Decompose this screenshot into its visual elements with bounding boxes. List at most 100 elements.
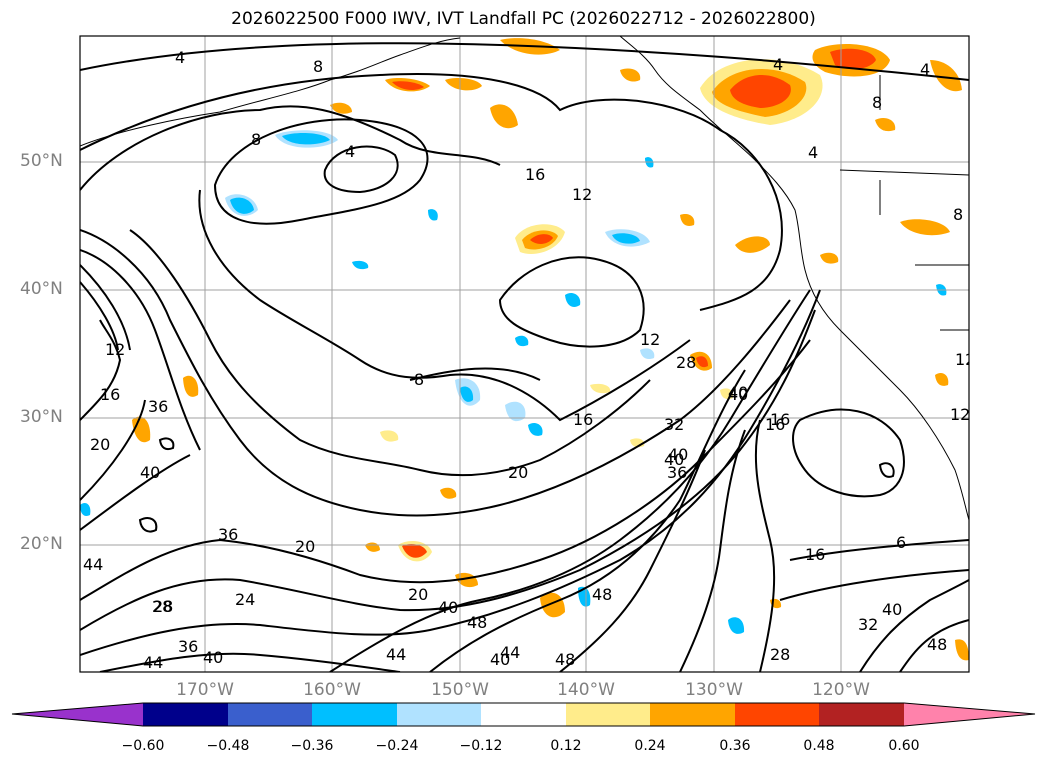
contour-line	[859, 579, 969, 672]
positive-blob	[392, 81, 424, 90]
contour-label: 36	[218, 525, 238, 544]
positive-blob	[490, 104, 518, 129]
colorbar-tick-label: −0.60	[121, 738, 165, 754]
contour-label: 6	[896, 533, 906, 552]
contour-label: 44	[143, 653, 163, 672]
map-frame	[79, 35, 970, 673]
positive-blob	[590, 383, 611, 394]
lat-label-50n: 50°N	[20, 151, 63, 171]
contour-label: 48	[592, 585, 612, 604]
contour-label: 36	[667, 463, 687, 482]
contour-line	[80, 289, 821, 656]
positive-blob	[730, 74, 791, 108]
contour-label: 20	[90, 435, 110, 454]
positive-blob	[380, 430, 399, 442]
contour-label: 12	[640, 330, 660, 349]
contour-line	[80, 73, 783, 311]
contour-line	[80, 249, 201, 451]
contour-label: 8	[414, 370, 424, 389]
contour-label: 40	[882, 600, 902, 619]
contour-line	[789, 539, 969, 561]
contour-label: 16	[100, 385, 120, 404]
contour-label: 44	[386, 645, 406, 664]
contour-line	[498, 256, 645, 348]
contour-line	[80, 399, 146, 501]
border-line	[839, 169, 969, 176]
contour-line	[878, 462, 895, 478]
negative-blob	[80, 503, 91, 516]
contour-label: 4	[175, 48, 185, 67]
contour-label: 48	[927, 635, 947, 654]
contour-label: 20	[408, 585, 428, 604]
colorbar-tick-label: −0.48	[206, 738, 250, 754]
contour-label: 28	[153, 597, 173, 616]
contour-label: 36	[178, 637, 198, 656]
positive-blob	[820, 252, 839, 264]
contour-line	[754, 419, 776, 672]
contour-label: 40	[140, 463, 160, 482]
positive-blob	[680, 214, 695, 226]
contour-label: 20	[508, 463, 528, 482]
contour-line	[329, 289, 811, 672]
positive-blob	[540, 592, 565, 618]
negative-blob	[728, 617, 745, 634]
contour-line	[129, 229, 651, 477]
lon-label-160w: 160°W	[303, 680, 361, 700]
negative-blob	[565, 293, 581, 307]
colorbar-tick-label: 0.60	[888, 738, 920, 754]
contour-line	[198, 189, 691, 422]
contour-label: 32	[664, 415, 684, 434]
positive-blob	[900, 219, 950, 236]
contour-label: 24	[235, 590, 255, 609]
contour-label: 28	[770, 645, 790, 664]
contour-label: 44	[500, 643, 520, 662]
lat-label-40n: 40°N	[20, 279, 63, 299]
contour-line	[679, 429, 746, 672]
positive-blob	[455, 572, 478, 588]
contour-label: 48	[467, 613, 487, 632]
contour-line	[323, 145, 399, 194]
colorbar-tick-label: 0.48	[803, 738, 835, 754]
positive-blob	[440, 487, 457, 499]
positive-blob	[735, 236, 770, 253]
contour-line	[80, 454, 191, 531]
contour-label: 4	[808, 143, 818, 162]
contour-label: 40	[438, 598, 458, 617]
lat-label-20n: 20°N	[20, 534, 63, 554]
positive-blob	[620, 68, 641, 82]
contour-line	[99, 652, 401, 672]
negative-blob	[640, 348, 655, 360]
positive-blob	[930, 60, 962, 92]
negative-blob	[282, 132, 330, 145]
coastline	[80, 37, 461, 147]
colorbar-tick-label: 0.24	[634, 738, 666, 754]
positive-blob	[955, 639, 969, 661]
positive-blob	[445, 78, 482, 91]
iwv-contours	[80, 42, 969, 672]
negative-blob	[578, 586, 591, 607]
contour-line	[899, 619, 969, 672]
negative-blob	[460, 386, 474, 402]
contour-label: 36	[148, 397, 168, 416]
positive-blob	[696, 356, 708, 368]
lon-label-120w: 120°W	[812, 680, 870, 700]
negative-blob	[515, 335, 529, 347]
contour-label: 40	[728, 385, 748, 404]
positive-blob	[330, 102, 352, 114]
map-content: 4 8 8 4 4 8 4 4 16 12 12 16 20 20 16 16 …	[80, 36, 975, 672]
contour-line	[792, 408, 905, 498]
contour-label: 12	[955, 350, 975, 369]
contour-line	[80, 264, 131, 351]
colorbar-tick-label: −0.36	[290, 738, 334, 754]
contour-label: 28	[152, 597, 172, 616]
lat-label-30n: 30°N	[20, 407, 63, 427]
negative-blob	[230, 197, 254, 214]
positive-blob	[402, 544, 427, 558]
negative-blob	[352, 260, 369, 270]
contour-line	[80, 42, 969, 81]
colorbar-tick-label: −0.24	[375, 738, 419, 754]
contour-line	[138, 517, 158, 533]
negative-blob	[428, 209, 438, 221]
contour-label: 40	[203, 648, 223, 667]
